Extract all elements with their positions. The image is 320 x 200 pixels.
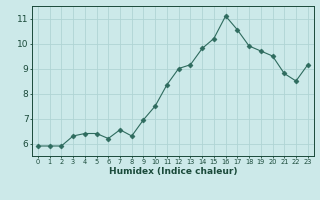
X-axis label: Humidex (Indice chaleur): Humidex (Indice chaleur) [108, 167, 237, 176]
